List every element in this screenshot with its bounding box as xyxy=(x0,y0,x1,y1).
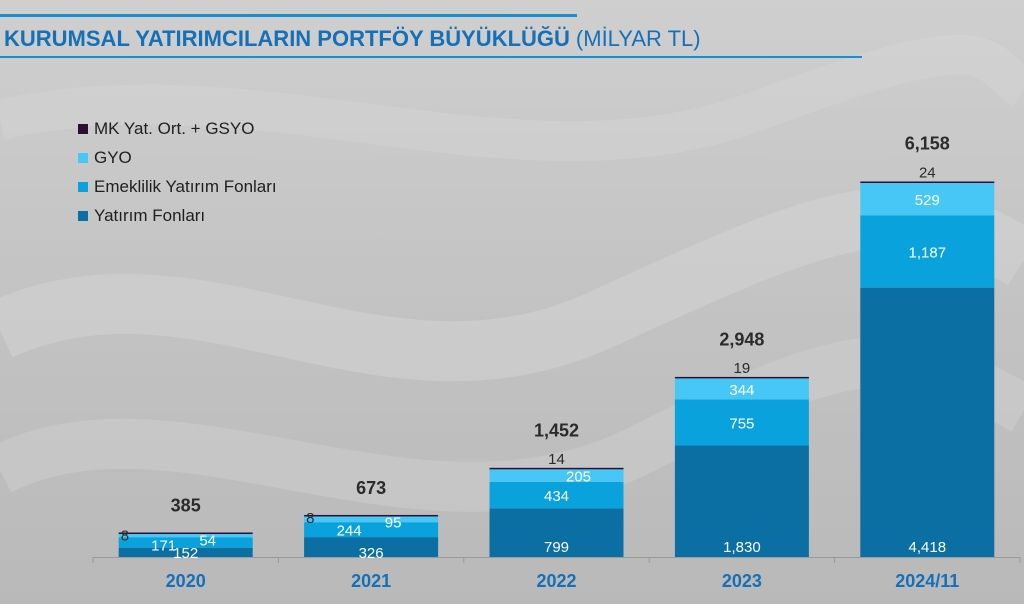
legend-label: GYO xyxy=(94,147,132,167)
bar-segment-mk-gsyo xyxy=(118,532,253,535)
x-tick-label: 2024/11 xyxy=(895,571,959,591)
value-label: 799 xyxy=(544,539,569,556)
legend-item-mk-gsyo: MK Yat. Ort. + GSYO xyxy=(78,114,277,143)
title-unit: (MİLYAR TL) xyxy=(575,26,701,51)
value-label: 24 xyxy=(919,164,936,181)
value-label: 434 xyxy=(544,488,569,505)
chart-legend: MK Yat. Ort. + GSYO GYO Emeklilik Yatırı… xyxy=(78,114,277,230)
bar-segment-emeklilik xyxy=(304,522,439,538)
legend-item-emeklilik: Emeklilik Yatırım Fonları xyxy=(78,172,277,201)
page-title: KURUMSAL YATIRIMCILARIN PORTFÖY BÜYÜKLÜĞ… xyxy=(4,26,701,56)
bar-segment-yatirim-fonlari xyxy=(304,537,439,557)
bar-segment-emeklilik xyxy=(489,481,624,509)
x-tick-label: 2022 xyxy=(536,571,576,591)
legend-swatch-yatirim-fonlari xyxy=(78,210,88,221)
total-label: 6,158 xyxy=(905,134,950,154)
value-label: 95 xyxy=(385,514,402,531)
bar-segment-emeklilik xyxy=(674,399,809,446)
value-label: 1,830 xyxy=(723,539,761,556)
bar-segment-yatirim-fonlari xyxy=(674,445,809,557)
bar-segment-emeklilik xyxy=(118,537,253,548)
x-tick-label: 2021 xyxy=(351,571,391,591)
value-label: 1,187 xyxy=(909,244,947,261)
bar-segment-mk-gsyo xyxy=(860,181,995,183)
legend-swatch-emeklilik xyxy=(78,181,88,192)
bar-segment-gyo xyxy=(674,378,809,400)
total-label: 385 xyxy=(171,496,201,516)
legend-label: MK Yat. Ort. + GSYO xyxy=(94,118,255,138)
title-main: KURUMSAL YATIRIMCILARIN PORTFÖY BÜYÜKLÜĞ… xyxy=(4,26,570,51)
bar-segment-gyo xyxy=(489,469,624,482)
value-label: 19 xyxy=(734,360,751,377)
legend-item-yatirim-fonlari: Yatırım Fonları xyxy=(78,201,277,230)
value-label: 152 xyxy=(173,545,198,562)
bar-segment-gyo xyxy=(860,182,995,216)
bar-segment-gyo xyxy=(118,534,253,538)
title-underline xyxy=(0,56,862,58)
value-label: 755 xyxy=(729,415,754,432)
value-label: 529 xyxy=(915,192,940,209)
total-label: 2,948 xyxy=(719,329,764,349)
total-label: 673 xyxy=(356,478,386,498)
bar-segment-mk-gsyo xyxy=(489,467,624,470)
bar-segment-yatirim-fonlari xyxy=(860,287,995,557)
value-label: 8 xyxy=(306,510,314,527)
value-label: 14 xyxy=(548,451,565,468)
legend-label: Emeklilik Yatırım Fonları xyxy=(94,176,277,196)
x-tick-label: 2020 xyxy=(166,571,206,591)
total-label: 1,452 xyxy=(534,420,579,440)
bar-segment-mk-gsyo xyxy=(674,376,809,379)
bar-segment-emeklilik xyxy=(860,215,995,288)
bar-segment-gyo xyxy=(304,516,439,523)
value-label: 4,418 xyxy=(909,539,947,556)
bar-segment-yatirim-fonlari xyxy=(489,508,624,557)
legend-swatch-gyo xyxy=(78,152,88,163)
value-label: 205 xyxy=(566,469,591,486)
top-accent-rule xyxy=(0,14,577,17)
legend-label: Yatırım Fonları xyxy=(94,205,206,225)
value-label: 244 xyxy=(337,523,362,540)
bar-segment-yatirim-fonlari xyxy=(118,547,253,557)
legend-swatch-mk-gsyo xyxy=(78,123,88,134)
value-label: 54 xyxy=(199,533,216,550)
value-label: 171 xyxy=(151,538,176,555)
value-label: 344 xyxy=(729,382,754,399)
x-tick-label: 2023 xyxy=(722,571,762,591)
legend-item-gyo: GYO xyxy=(78,143,277,172)
bar-segment-mk-gsyo xyxy=(304,514,439,517)
value-label: 8 xyxy=(121,528,129,545)
value-label: 326 xyxy=(359,545,384,562)
